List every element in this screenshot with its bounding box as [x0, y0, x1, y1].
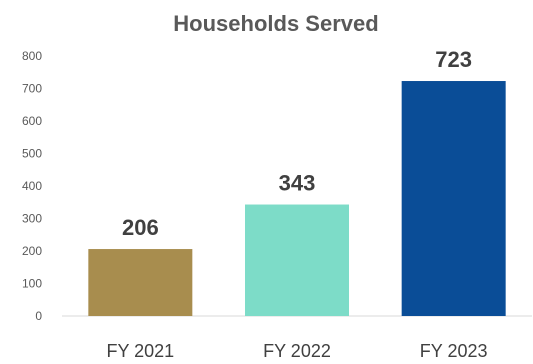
y-tick-label: 700: [22, 82, 42, 96]
y-tick-label: 800: [22, 49, 42, 63]
x-tick-label: FY 2021: [106, 341, 174, 361]
bar-fy-2022: [245, 204, 349, 316]
y-tick-label: 500: [22, 147, 42, 161]
bars: [88, 81, 506, 317]
x-axis: FY 2021 FY 2022 FY 2023: [106, 341, 487, 361]
data-label: 206: [122, 215, 159, 240]
x-tick-label: FY 2023: [420, 341, 488, 361]
y-axis: 0 100 200 300 400 500 600 700 800: [22, 49, 42, 323]
x-tick-label: FY 2022: [263, 341, 331, 361]
bar-fy-2023: [401, 81, 506, 317]
y-tick-label: 300: [22, 212, 42, 226]
y-tick-label: 0: [35, 309, 42, 323]
bar-fy-2021: [88, 249, 193, 316]
y-tick-label: 400: [22, 179, 42, 193]
y-tick-label: 100: [22, 277, 42, 291]
y-tick-label: 600: [22, 114, 42, 128]
chart-title: Households Served: [173, 11, 378, 36]
y-tick-label: 200: [22, 244, 42, 258]
data-label: 723: [435, 47, 472, 72]
data-label: 343: [279, 171, 316, 196]
data-labels: 206 343 723: [122, 47, 472, 240]
